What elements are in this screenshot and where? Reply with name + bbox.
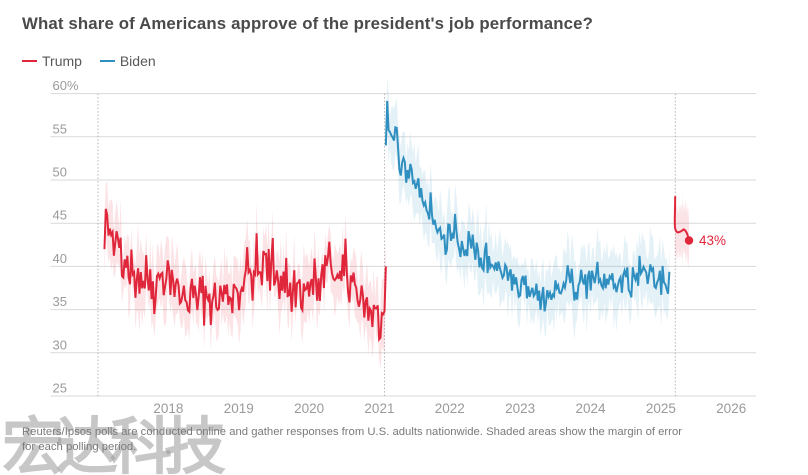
- svg-text:2023: 2023: [505, 401, 535, 416]
- svg-text:55: 55: [53, 121, 67, 136]
- svg-text:2026: 2026: [716, 401, 746, 416]
- svg-text:2019: 2019: [224, 401, 254, 416]
- svg-text:25: 25: [53, 381, 67, 396]
- svg-text:50: 50: [53, 165, 67, 180]
- svg-text:2025: 2025: [646, 401, 676, 416]
- svg-text:2021: 2021: [364, 401, 394, 416]
- svg-text:43%: 43%: [699, 233, 726, 248]
- svg-text:2022: 2022: [435, 401, 465, 416]
- svg-text:40: 40: [53, 251, 67, 266]
- svg-text:2024: 2024: [575, 401, 606, 416]
- svg-text:2020: 2020: [294, 401, 324, 416]
- svg-text:35: 35: [53, 294, 67, 309]
- svg-text:30: 30: [53, 337, 67, 352]
- svg-text:60%: 60%: [53, 78, 79, 93]
- svg-text:45: 45: [53, 208, 67, 223]
